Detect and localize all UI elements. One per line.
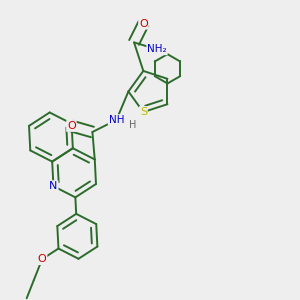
Text: O: O (139, 19, 148, 28)
Text: S: S (140, 107, 147, 117)
Text: O: O (38, 254, 46, 264)
Text: H: H (129, 120, 137, 130)
Text: NH₂: NH₂ (147, 44, 167, 54)
Text: N: N (49, 181, 58, 191)
Text: O: O (67, 121, 76, 131)
Text: NH: NH (109, 115, 124, 125)
